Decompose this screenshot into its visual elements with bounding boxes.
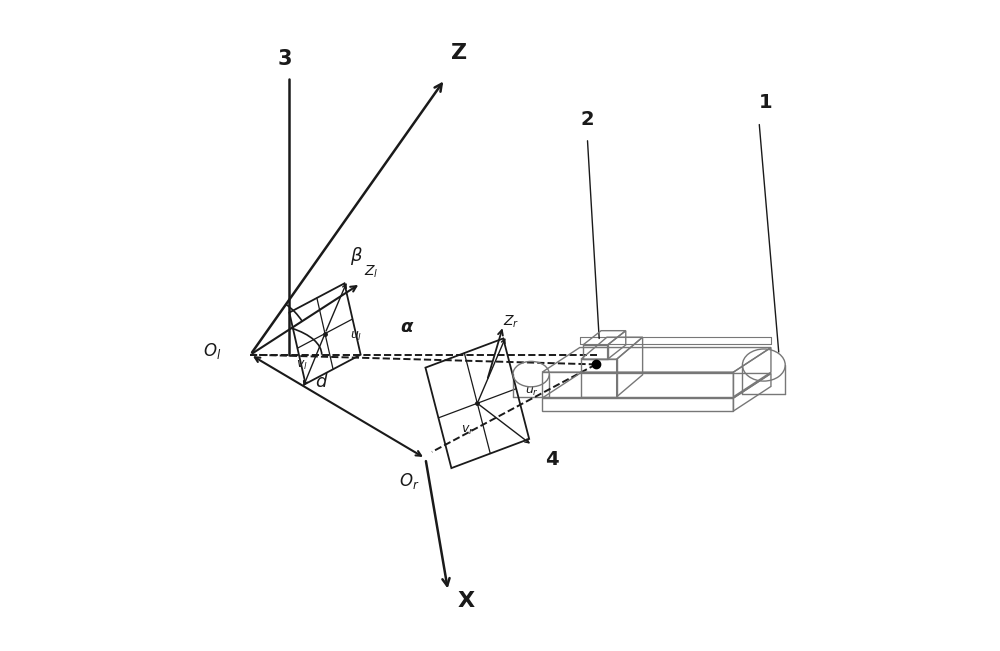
Text: $Z_r$: $Z_r$ <box>503 314 520 330</box>
Text: $d$: $d$ <box>315 373 329 391</box>
Text: $O_r$: $O_r$ <box>399 471 419 492</box>
Text: 3: 3 <box>278 49 292 70</box>
Text: 1: 1 <box>759 93 773 113</box>
Text: $v_l$: $v_l$ <box>296 359 308 372</box>
Text: 4: 4 <box>545 450 559 469</box>
Text: $u_r$: $u_r$ <box>525 385 539 398</box>
Text: $v_r$: $v_r$ <box>461 423 475 437</box>
Text: Z: Z <box>451 43 468 63</box>
Text: $\boldsymbol{\alpha}$: $\boldsymbol{\alpha}$ <box>400 318 414 336</box>
Text: $\beta$: $\beta$ <box>350 245 363 267</box>
Text: $O_l$: $O_l$ <box>203 341 221 361</box>
Text: $Z_l$: $Z_l$ <box>364 264 378 280</box>
Text: $u_l$: $u_l$ <box>350 329 362 342</box>
Text: X: X <box>458 592 475 611</box>
Text: 2: 2 <box>581 109 594 128</box>
